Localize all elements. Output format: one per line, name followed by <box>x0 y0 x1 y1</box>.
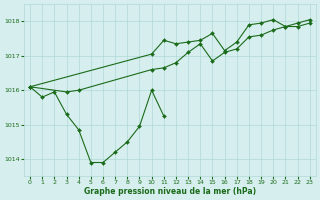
X-axis label: Graphe pression niveau de la mer (hPa): Graphe pression niveau de la mer (hPa) <box>84 187 256 196</box>
